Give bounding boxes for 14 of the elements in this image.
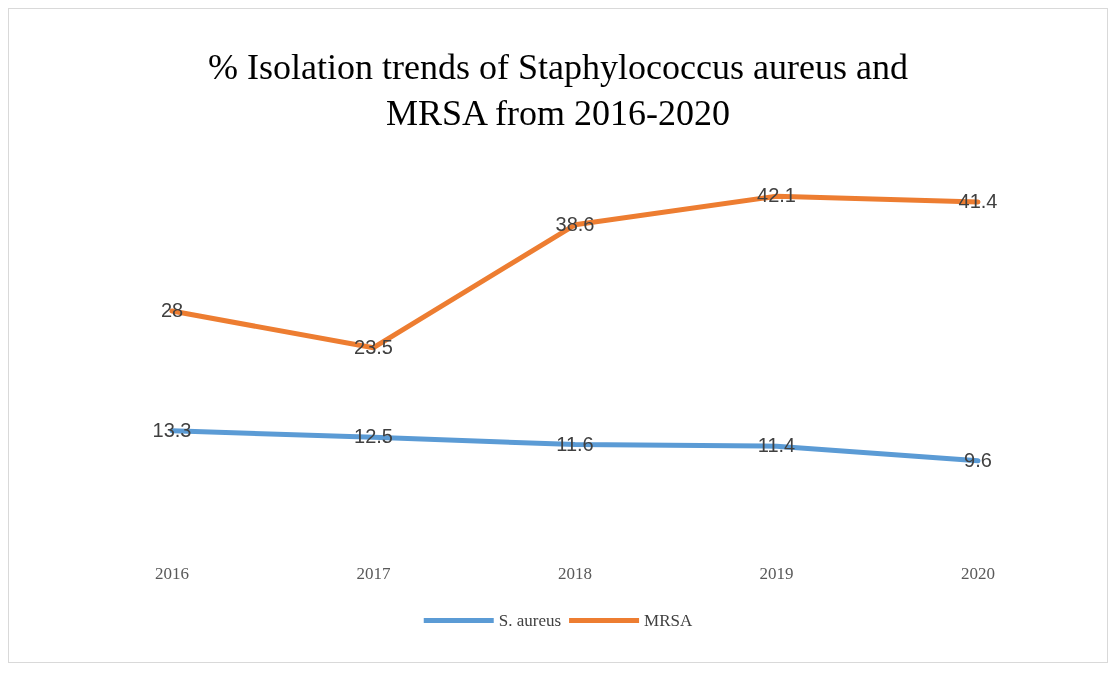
data-label: 11.4 <box>757 434 796 457</box>
data-label: 11.6 <box>556 432 594 455</box>
x-tick-label: 2020 <box>961 564 995 583</box>
x-tick-label: 2019 <box>759 564 794 583</box>
data-label: 41.4 <box>958 190 998 212</box>
chart-title: % Isolation trends of Staphylococcus aureus and MRSA from 2016-2020 <box>208 47 908 133</box>
data-label: 9.6 <box>964 448 992 471</box>
legend-label: MRSA <box>644 611 693 630</box>
data-label: 12.5 <box>354 425 393 448</box>
x-tick-label: 2018 <box>558 564 592 583</box>
x-tick-label: 2017 <box>356 564 391 583</box>
x-tick-label: 2016 <box>155 564 189 583</box>
data-label: 13.3 <box>152 418 192 441</box>
legend-label: S. aureus <box>498 611 562 630</box>
